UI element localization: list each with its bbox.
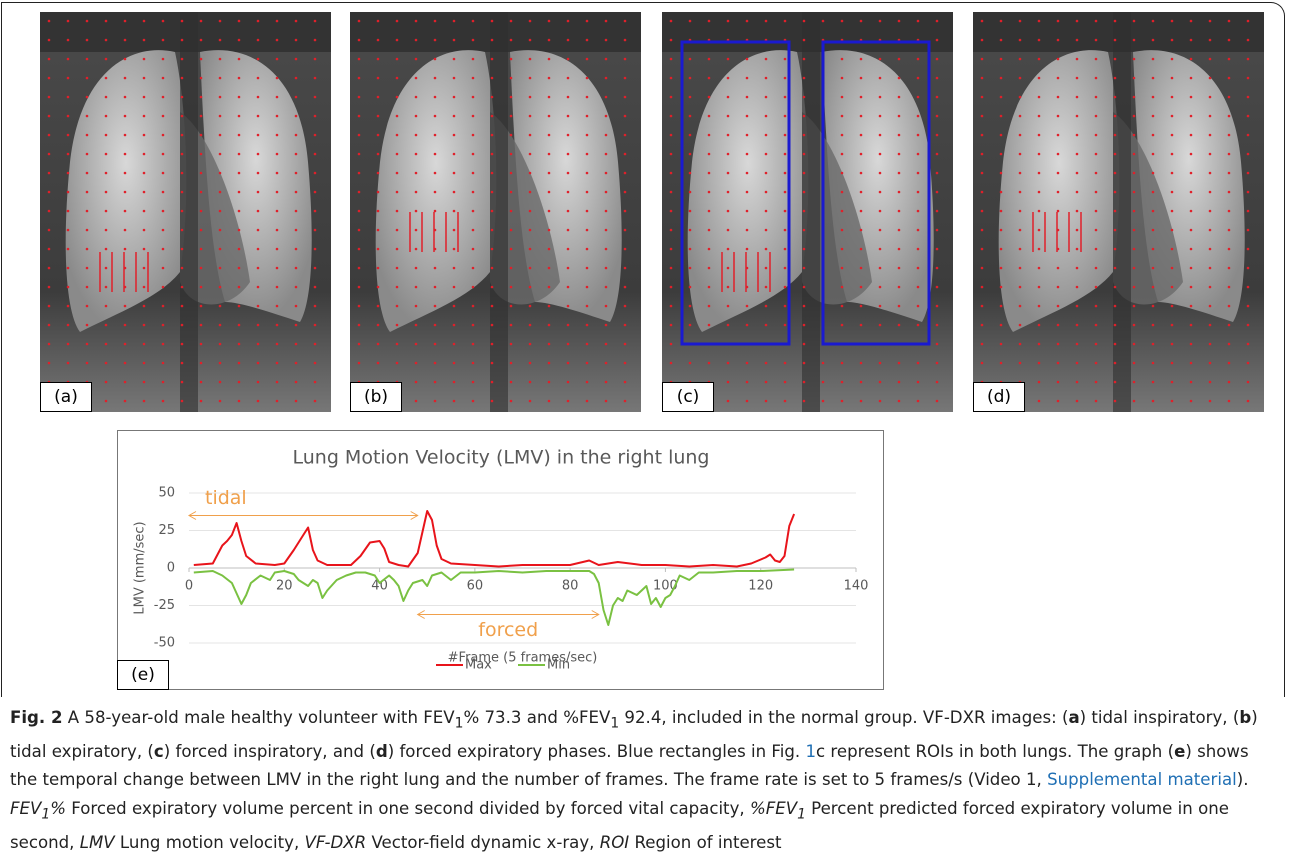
xray-image <box>350 12 641 412</box>
vector-field <box>973 12 1264 412</box>
caption-text: d <box>375 741 388 761</box>
roi-box <box>680 40 791 346</box>
legend-label: Min <box>547 658 570 673</box>
caption-text: Forced expiratory volume percent in one … <box>65 798 750 818</box>
caption-text: Percent predicted forced expiratory volu… <box>10 798 1229 852</box>
x-tick-label: 60 <box>467 579 484 594</box>
figure-frame <box>1 2 1285 697</box>
panel-label: (d) <box>973 382 1025 412</box>
caption-text: 92.4, included in the normal group. VF-D… <box>619 708 1069 727</box>
y-tick-label: 50 <box>158 486 175 501</box>
panel-label: (c) <box>662 382 714 412</box>
x-tick-label: 140 <box>844 579 869 594</box>
caption-text: Region of interest <box>629 832 782 852</box>
caption-text: 1 <box>610 715 620 732</box>
panel-label: (b) <box>350 382 402 412</box>
x-tick-label: 20 <box>276 579 293 594</box>
x-axis-label: #Frame (5 frames/sec) <box>448 651 598 666</box>
vector-field <box>662 12 953 412</box>
caption-text: 1 <box>797 806 806 823</box>
caption-text: FEV <box>10 798 42 818</box>
x-tick-label: 80 <box>562 579 579 594</box>
caption-text: c <box>153 741 164 761</box>
x-tick-label: 100 <box>653 579 678 594</box>
arrow-head <box>416 610 425 619</box>
caption-text: ) tidal expiratory, ( <box>10 708 1258 761</box>
caption-text: % <box>50 798 66 818</box>
series-line <box>193 568 795 626</box>
caption-text: b <box>1239 708 1252 727</box>
caption-text: 1 <box>454 715 464 732</box>
xray-image <box>662 12 953 412</box>
y-axis-label: LMV (mm/sec) <box>133 521 148 614</box>
caption-text: a <box>1068 708 1080 727</box>
caption-text: % 73.3 and %FEV <box>463 708 611 727</box>
caption-text: ) forced expiratory phases. Blue rectang… <box>387 741 806 761</box>
xray-panel: (d) <box>973 12 1264 412</box>
xray-panel: (a) <box>40 12 331 412</box>
legend-label: Max <box>465 658 492 673</box>
chart: Lung Motion Velocity (LMV) in the right … <box>133 447 869 673</box>
arrow-head <box>187 511 197 520</box>
caption-text: 1 <box>41 806 51 823</box>
y-tick-label: -25 <box>154 598 175 613</box>
caption-text: %FEV <box>749 798 798 818</box>
caption-text: ). <box>1236 770 1249 790</box>
annotation-text: tidal <box>205 487 247 509</box>
vector-field <box>40 12 331 412</box>
caption-text: ) shows the temporal change between LMV … <box>10 741 1249 790</box>
caption-text: ROI <box>599 832 630 852</box>
caption-text: Fig. 2 <box>10 708 63 727</box>
caption: Fig. 2 A 58-year-old male healthy volunt… <box>10 704 1278 857</box>
caption-text: c represent ROIs in both lungs. The grap… <box>816 741 1175 761</box>
annotation-text: forced <box>478 619 538 641</box>
arrow-head <box>591 610 600 619</box>
xray-image <box>973 12 1264 412</box>
series-line <box>193 510 796 568</box>
y-tick-label: -50 <box>154 636 175 651</box>
xray-image <box>40 12 331 412</box>
vector-field <box>350 12 641 412</box>
y-tick-label: 0 <box>167 561 175 576</box>
y-tick-label: 25 <box>158 523 175 538</box>
x-tick-label: 0 <box>185 579 193 594</box>
caption-text: VF-DXR <box>304 832 367 852</box>
chart-title: Lung Motion Velocity (LMV) in the right … <box>293 447 710 469</box>
caption-text: e <box>1174 741 1186 761</box>
panel-label: (a) <box>40 382 92 412</box>
caption-link[interactable]: 1 <box>805 741 817 761</box>
caption-text: A 58-year-old male healthy volunteer wit… <box>62 708 455 727</box>
x-tick-label: 120 <box>748 579 773 594</box>
caption-text: Lung motion velocity, <box>114 832 305 852</box>
xray-panel: (c) <box>662 12 953 412</box>
xray-panel: (b) <box>350 12 641 412</box>
caption-text: ) forced inspiratory, and ( <box>163 741 376 761</box>
caption-text: Vector-field dynamic x-ray, <box>366 832 600 852</box>
x-tick-label: 40 <box>371 579 388 594</box>
chart-box: Lung Motion Velocity (LMV) in the right … <box>117 430 884 690</box>
arrow-head <box>410 511 419 520</box>
caption-text: ) tidal inspiratory, ( <box>1079 708 1240 727</box>
panel-label: (e) <box>117 660 169 690</box>
roi-box <box>821 40 931 346</box>
caption-link[interactable]: Supplemental material <box>1047 770 1237 790</box>
caption-text: LMV <box>79 832 115 852</box>
